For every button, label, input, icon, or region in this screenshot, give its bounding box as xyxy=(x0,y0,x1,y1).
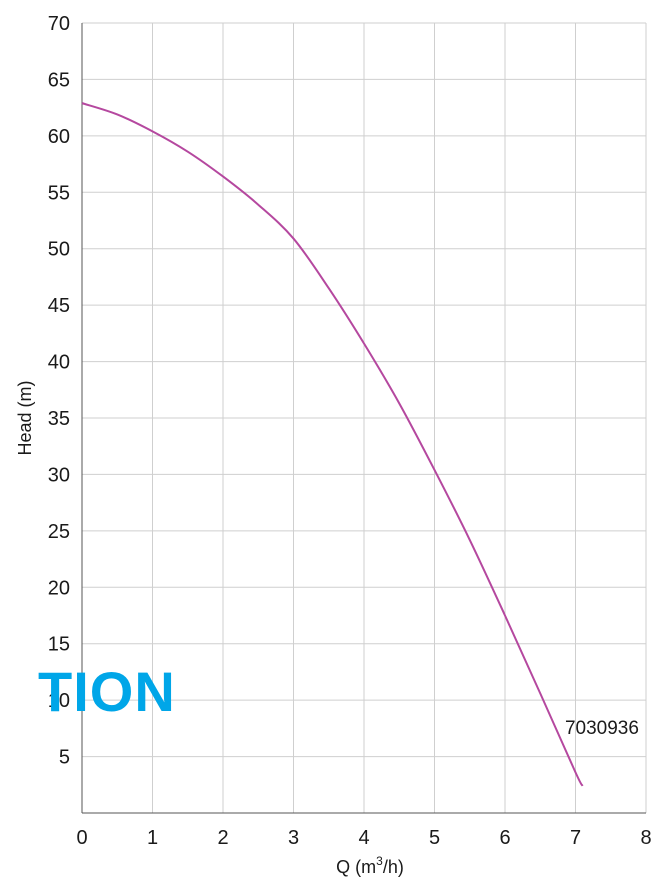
x-tick-label: 3 xyxy=(288,827,299,849)
y-axis-label: Head (m) xyxy=(15,380,35,455)
y-tick-label: 55 xyxy=(48,182,70,204)
x-axis-label: Q (m3/h) xyxy=(336,854,404,877)
axes xyxy=(81,23,646,814)
x-tick-label: 4 xyxy=(358,827,369,849)
y-tick-label: 10 xyxy=(48,690,70,712)
y-tick-label: 35 xyxy=(48,408,70,430)
y-tick-label: 20 xyxy=(48,577,70,599)
x-axis-label-suffix: /h) xyxy=(383,857,404,877)
y-tick-label: 50 xyxy=(48,239,70,261)
curve-label: 7030936 xyxy=(565,718,639,739)
y-tick-label: 60 xyxy=(48,126,70,148)
y-tick-labels: 5 10 15 20 25 30 35 40 45 50 55 60 65 70 xyxy=(48,13,70,769)
annotations: 7030936 xyxy=(565,718,639,739)
grid xyxy=(82,22,647,813)
series-line-0 xyxy=(81,102,584,787)
x-tick-label: 8 xyxy=(640,827,651,849)
x-tick-label: 7 xyxy=(570,827,581,849)
y-tick-label: 5 xyxy=(59,747,70,769)
x-tick-label: 5 xyxy=(429,827,440,849)
x-axis-label-prefix: Q (m xyxy=(336,857,376,877)
series-group xyxy=(81,102,584,787)
y-tick-label: 25 xyxy=(48,521,70,543)
x-tick-label: 0 xyxy=(76,827,87,849)
x-tick-label: 2 xyxy=(217,827,228,849)
x-axis-label-sup: 3 xyxy=(376,854,383,868)
y-tick-label: 70 xyxy=(48,13,70,35)
y-tick-label: 15 xyxy=(48,634,70,656)
y-tick-label: 30 xyxy=(48,464,70,486)
x-tick-labels: 0 1 2 3 4 5 6 7 8 xyxy=(76,827,651,849)
y-tick-label: 45 xyxy=(48,295,70,317)
x-tick-label: 6 xyxy=(499,827,510,849)
y-tick-label: 65 xyxy=(48,69,70,91)
y-tick-label: 40 xyxy=(48,352,70,374)
overlay-watermark-text: TION xyxy=(38,660,176,723)
x-tick-label: 1 xyxy=(147,827,158,849)
